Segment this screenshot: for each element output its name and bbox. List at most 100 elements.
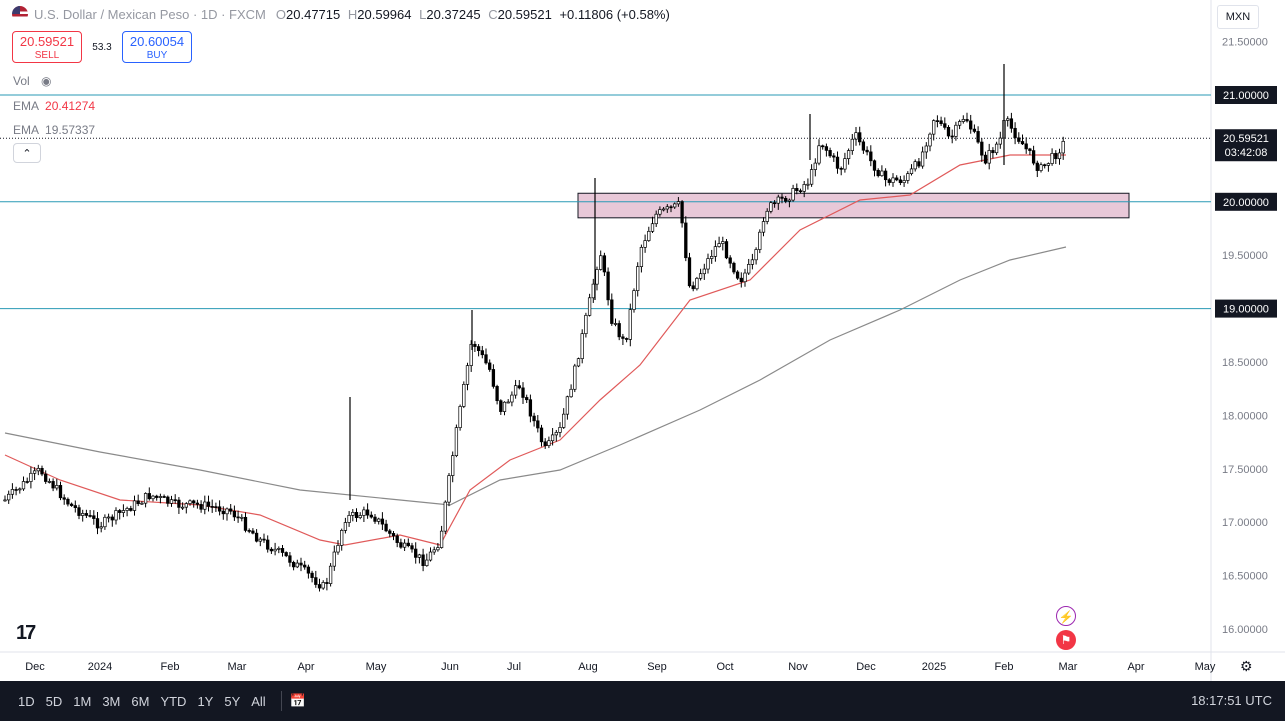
candle-body — [1028, 148, 1032, 151]
eye-crossed-icon[interactable]: ◉ — [41, 74, 52, 88]
candle-body — [262, 538, 266, 541]
candle-body — [1057, 152, 1062, 160]
symbol-title[interactable]: U.S. Dollar / Mexican Peso · 1D · FXCM — [34, 6, 266, 22]
timeframe-5y[interactable]: 5Y — [224, 693, 241, 709]
timeframe-ytd[interactable]: YTD — [160, 693, 187, 709]
candle-body — [155, 495, 159, 498]
candle-body — [454, 427, 459, 457]
candle-body — [558, 427, 562, 433]
candle-body — [673, 203, 677, 208]
candle-body — [321, 582, 325, 589]
candle-body — [754, 249, 758, 261]
open-value: 20.47715 — [286, 6, 341, 22]
candle-body — [347, 515, 351, 523]
candle-body — [328, 565, 333, 584]
utc-clock[interactable]: 18:17:51 UTC — [1191, 693, 1272, 708]
candle-body — [399, 542, 403, 548]
candle-body — [569, 388, 573, 398]
candle-body — [835, 156, 840, 169]
candle-body — [510, 394, 514, 403]
ema-slow-indicator[interactable]: EMA 19.57337 — [13, 123, 96, 137]
candle-body — [428, 551, 433, 561]
candle-body — [980, 141, 984, 156]
gear-icon[interactable]: ⚙ — [1240, 658, 1253, 674]
candle-body — [273, 548, 277, 552]
candle-body — [203, 501, 207, 510]
candle-body — [336, 545, 340, 553]
candle-body — [817, 145, 821, 164]
support-zone-rectangle[interactable] — [577, 192, 1130, 219]
candle-body — [110, 516, 114, 521]
candle-body — [10, 489, 15, 495]
candle-body — [506, 401, 510, 404]
candle-body — [891, 177, 895, 183]
timeframe-6m[interactable]: 6M — [131, 693, 150, 709]
change-value: +0.11806 (+0.58%) — [559, 6, 670, 22]
candle-body — [473, 343, 477, 347]
candle-body — [180, 506, 185, 509]
candle-body — [439, 530, 444, 548]
candle-body — [62, 497, 66, 500]
candle-body — [983, 154, 988, 164]
candle-body — [587, 297, 592, 316]
x-tick-label: Feb — [995, 661, 1014, 673]
candle-body — [29, 472, 33, 482]
timeframe-3m[interactable]: 3M — [102, 693, 121, 709]
candle-body — [750, 259, 755, 265]
candle-body — [994, 143, 999, 154]
candle-body — [621, 336, 625, 339]
candle-body — [1035, 162, 1039, 171]
x-tick-label: Mar — [1059, 661, 1078, 673]
candle-body — [36, 467, 40, 472]
candle-body — [129, 508, 133, 511]
candle-body — [580, 333, 584, 360]
candle-body — [669, 206, 673, 209]
volume-indicator[interactable]: Vol ◉ — [13, 74, 52, 88]
us-flag-event-icon[interactable]: ⚑ — [1056, 630, 1076, 650]
collapse-indicators-button[interactable]: ⌃ — [13, 143, 41, 163]
candle-body — [314, 577, 318, 585]
candle-body — [7, 493, 11, 501]
x-tick-label: 2024 — [88, 661, 112, 673]
candle-body — [935, 120, 940, 122]
candle-body — [950, 135, 954, 138]
lightning-event-icon[interactable]: ⚡ — [1056, 606, 1076, 626]
candle-body — [18, 488, 22, 491]
ema-slow-line — [4, 246, 1067, 506]
sell-button[interactable]: 20.59521 SELL — [12, 31, 82, 63]
calendar-range-icon[interactable]: 📅 — [289, 693, 306, 708]
candle-body — [846, 150, 851, 159]
timeframe-5d[interactable]: 5D — [45, 693, 63, 709]
candle-body — [240, 516, 244, 519]
close-value: 20.59521 — [497, 6, 552, 22]
timeframe-1m[interactable]: 1M — [73, 693, 92, 709]
x-tick-label: Feb — [161, 661, 180, 673]
candle-body — [920, 151, 925, 167]
candle-body — [954, 124, 958, 137]
timeframe-1d[interactable]: 1D — [18, 693, 35, 709]
x-tick-label: Nov — [788, 661, 808, 673]
tradingview-logo[interactable]: 17 — [16, 622, 36, 644]
candle-body — [221, 510, 225, 515]
timeframe-1y[interactable]: 1Y — [197, 693, 214, 709]
candle-body — [169, 499, 174, 504]
candle-body — [354, 512, 359, 519]
buy-button[interactable]: 20.60054 BUY — [122, 31, 192, 63]
candle-body — [340, 530, 344, 546]
currency-selector[interactable]: MXN — [1217, 5, 1259, 29]
timeframe-all[interactable]: All — [251, 693, 266, 709]
candle-body — [47, 481, 52, 483]
candle-body — [491, 369, 496, 387]
candle-body — [388, 530, 392, 534]
candle-body — [369, 514, 373, 518]
ema-fast-indicator[interactable]: EMA 20.41274 — [13, 99, 96, 113]
candle-body — [521, 387, 525, 398]
candle-body — [499, 400, 503, 412]
candle-body — [410, 545, 414, 550]
candle-body — [284, 552, 288, 557]
candle-body — [798, 190, 803, 193]
y-tick-label: 21.50000 — [1222, 37, 1268, 49]
candle-body — [550, 434, 555, 442]
candle-body — [698, 273, 703, 279]
